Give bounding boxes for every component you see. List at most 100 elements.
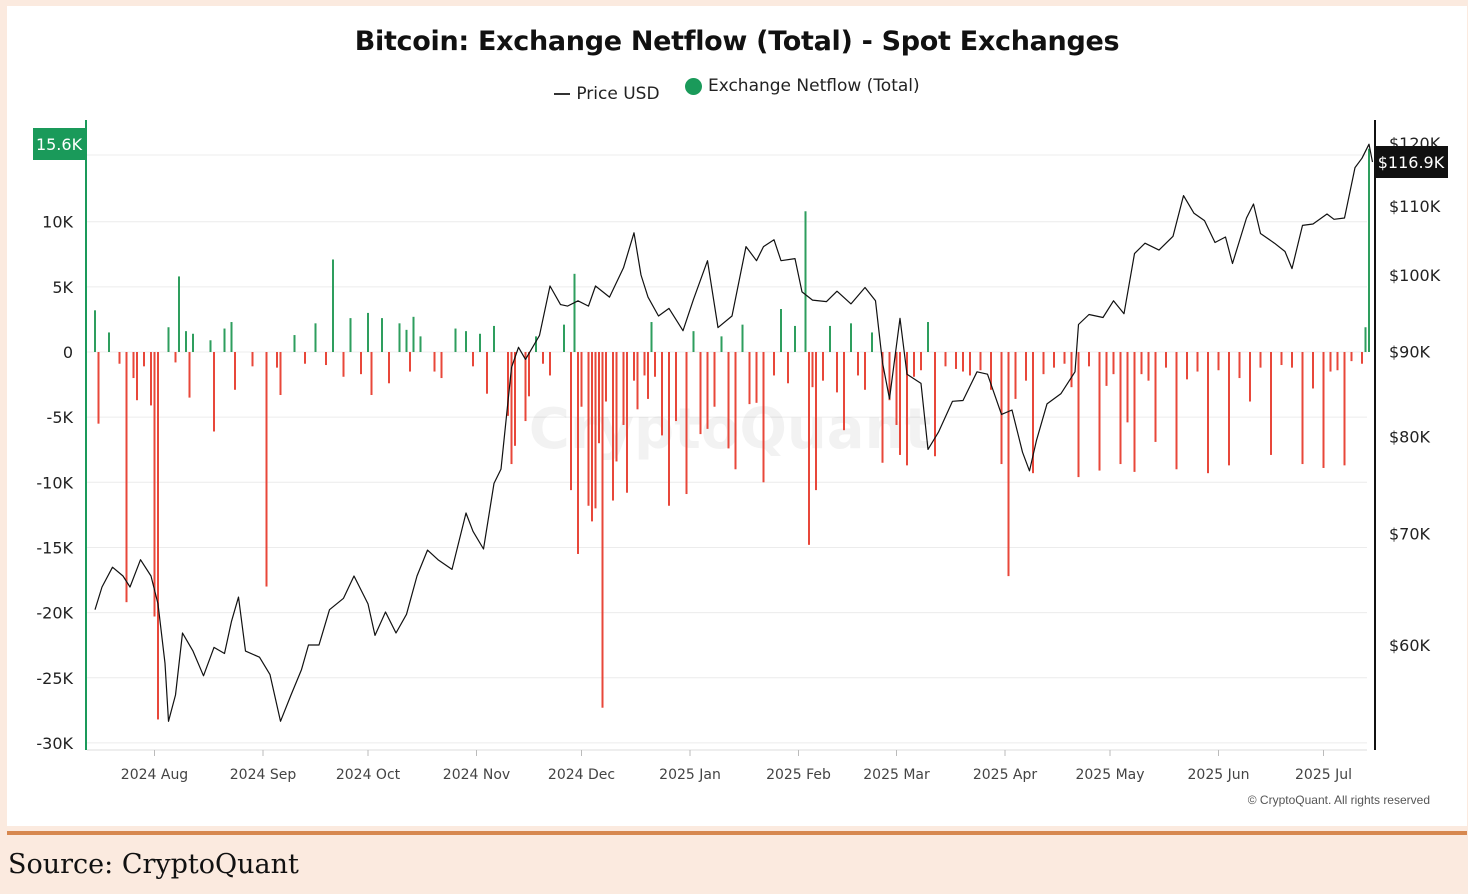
netflow-bar[interactable] <box>1249 352 1251 402</box>
netflow-bar[interactable] <box>1186 352 1188 380</box>
netflow-bar[interactable] <box>150 352 152 406</box>
netflow-bar[interactable] <box>720 336 723 352</box>
netflow-bar[interactable] <box>850 323 852 352</box>
netflow-bar[interactable] <box>1077 352 1080 478</box>
netflow-bar[interactable] <box>493 325 495 352</box>
netflow-bar[interactable] <box>1088 352 1090 367</box>
netflow-bar[interactable] <box>1291 352 1293 368</box>
netflow-bar[interactable] <box>398 323 401 352</box>
netflow-bar[interactable] <box>94 310 96 352</box>
netflow-bar[interactable] <box>1133 352 1136 472</box>
netflow-bar[interactable] <box>787 352 789 384</box>
netflow-bar[interactable] <box>1032 352 1034 474</box>
netflow-bar[interactable] <box>342 352 345 377</box>
netflow-bar[interactable] <box>1238 352 1241 379</box>
netflow-bar[interactable] <box>542 352 544 364</box>
netflow-bar[interactable] <box>990 352 992 390</box>
netflow-bar[interactable] <box>605 352 607 402</box>
netflow-bar[interactable] <box>881 352 884 463</box>
netflow-bar[interactable] <box>661 352 663 436</box>
netflow-bar[interactable] <box>899 352 901 455</box>
netflow-bar[interactable] <box>843 352 845 431</box>
netflow-bar[interactable] <box>213 352 215 432</box>
netflow-bar[interactable] <box>125 352 128 603</box>
netflow-bar[interactable] <box>265 352 268 587</box>
netflow-bar[interactable] <box>507 352 509 416</box>
netflow-bar[interactable] <box>1368 148 1370 352</box>
netflow-bar[interactable] <box>209 340 212 352</box>
netflow-bar[interactable] <box>633 352 635 381</box>
netflow-bar[interactable] <box>654 352 656 377</box>
netflow-bar[interactable] <box>871 332 873 352</box>
netflow-bar[interactable] <box>734 352 737 470</box>
netflow-bar[interactable] <box>612 352 614 501</box>
netflow-bar[interactable] <box>955 352 957 369</box>
netflow-bar[interactable] <box>325 352 327 366</box>
netflow-bar[interactable] <box>234 352 236 390</box>
netflow-bar[interactable] <box>692 331 695 352</box>
netflow-bar[interactable] <box>601 352 604 708</box>
netflow-bar[interactable] <box>1147 352 1150 381</box>
netflow-bar[interactable] <box>370 352 373 395</box>
netflow-bar[interactable] <box>230 322 233 352</box>
netflow-bar[interactable] <box>486 352 488 394</box>
netflow-bar[interactable] <box>251 352 254 367</box>
netflow-bar[interactable] <box>713 352 716 407</box>
netflow-bar[interactable] <box>811 352 814 388</box>
netflow-bar[interactable] <box>178 276 180 352</box>
netflow-bar[interactable] <box>920 352 922 371</box>
netflow-bar[interactable] <box>174 352 177 363</box>
netflow-bar[interactable] <box>808 352 810 545</box>
netflow-bar[interactable] <box>1196 352 1199 372</box>
netflow-bar[interactable] <box>573 273 576 352</box>
netflow-bar[interactable] <box>1007 352 1010 577</box>
netflow-bar[interactable] <box>577 352 579 554</box>
netflow-bar[interactable] <box>1070 352 1073 388</box>
netflow-bar[interactable] <box>528 352 530 397</box>
netflow-bar[interactable] <box>549 352 551 376</box>
netflow-bar[interactable] <box>1063 352 1066 364</box>
netflow-bar[interactable] <box>349 318 352 352</box>
netflow-bar[interactable] <box>1280 352 1283 366</box>
netflow-bar[interactable] <box>979 352 982 371</box>
netflow-bar[interactable] <box>1336 352 1339 371</box>
netflow-bar[interactable] <box>192 333 194 352</box>
netflow-bar[interactable] <box>563 324 565 352</box>
netflow-bar[interactable] <box>157 352 159 720</box>
netflow-bar[interactable] <box>1126 352 1129 423</box>
netflow-bar[interactable] <box>643 352 646 376</box>
netflow-bar[interactable] <box>1270 352 1272 455</box>
netflow-bar[interactable] <box>741 324 744 352</box>
netflow-bar[interactable] <box>1042 352 1045 375</box>
netflow-bar[interactable] <box>514 352 516 446</box>
netflow-bar[interactable] <box>314 323 317 352</box>
netflow-bar[interactable] <box>409 352 411 372</box>
netflow-bar[interactable] <box>727 352 730 449</box>
netflow-bar[interactable] <box>668 352 670 506</box>
netflow-bar[interactable] <box>1175 352 1178 470</box>
netflow-bar[interactable] <box>276 352 278 368</box>
netflow-bar[interactable] <box>1098 352 1101 471</box>
netflow-bar[interactable] <box>1025 352 1027 381</box>
netflow-bar[interactable] <box>587 352 590 506</box>
netflow-bar[interactable] <box>412 316 415 352</box>
netflow-bar[interactable] <box>755 352 758 403</box>
netflow-bar[interactable] <box>685 352 688 495</box>
netflow-bar[interactable] <box>304 352 306 364</box>
netflow-bar[interactable] <box>748 352 751 405</box>
price-line[interactable] <box>94 143 1374 722</box>
netflow-bar[interactable] <box>132 352 135 379</box>
netflow-bar[interactable] <box>472 352 474 367</box>
netflow-bar[interactable] <box>706 352 709 429</box>
netflow-bar[interactable] <box>510 352 513 465</box>
netflow-bar[interactable] <box>594 352 597 509</box>
netflow-bar[interactable] <box>794 325 796 352</box>
netflow-bar[interactable] <box>535 336 537 352</box>
legend-item-price[interactable]: Price USD <box>554 84 660 104</box>
netflow-bar[interactable] <box>591 352 593 522</box>
netflow-bar[interactable] <box>1361 352 1363 364</box>
netflow-bar[interactable] <box>836 352 838 393</box>
netflow-bar[interactable] <box>762 352 765 483</box>
netflow-bar[interactable] <box>1329 352 1332 372</box>
netflow-bar[interactable] <box>360 352 362 375</box>
